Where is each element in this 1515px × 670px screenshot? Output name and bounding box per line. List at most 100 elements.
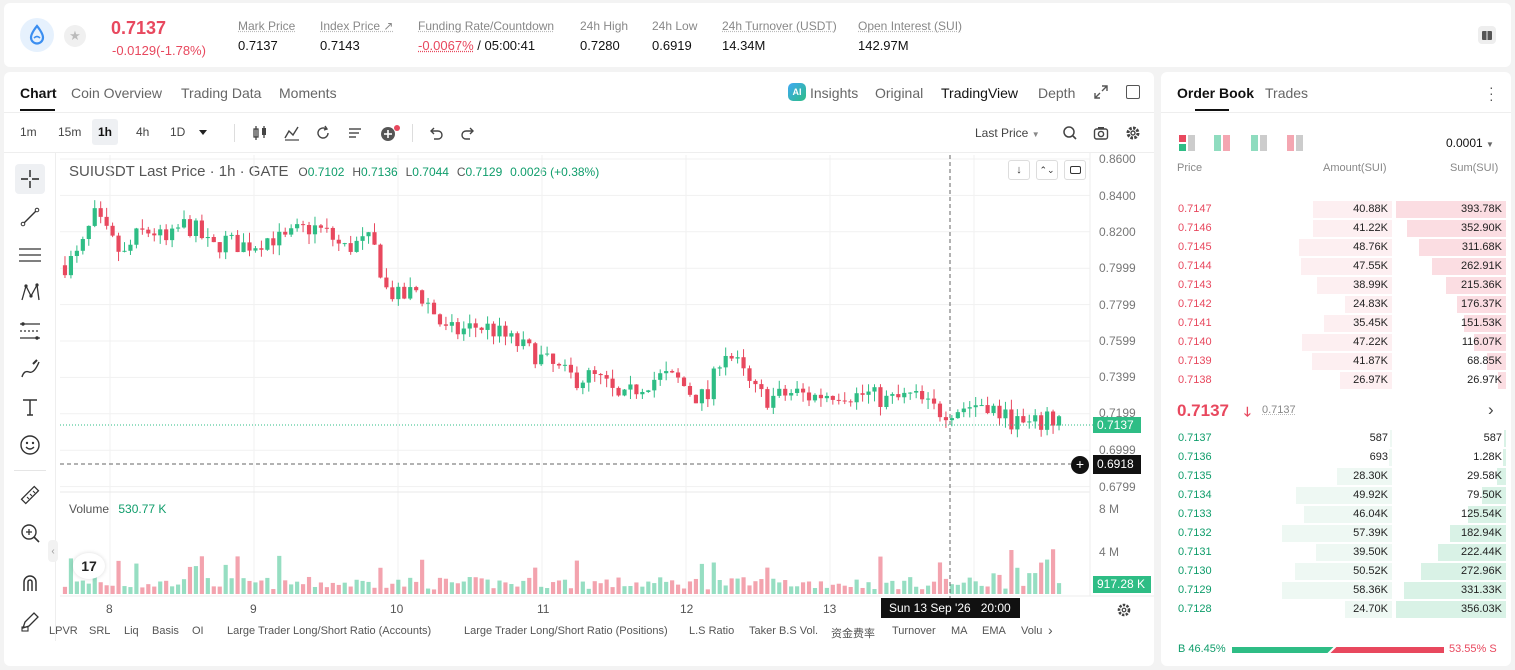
chevron-right-icon[interactable]: › — [1488, 400, 1494, 419]
chart-settings-icon[interactable] — [1116, 602, 1132, 623]
add-alert-icon[interactable] — [379, 124, 401, 147]
ask-row[interactable]: 0.7140 47.22K 116.07K — [1162, 333, 1510, 352]
tab-moments[interactable]: Moments — [279, 85, 337, 101]
pencil-lock-icon[interactable] — [15, 606, 45, 636]
indicators-next-icon[interactable]: › — [1048, 622, 1053, 638]
volume-bar — [289, 584, 294, 594]
scroll-down-icon[interactable]: ↓ — [1008, 160, 1030, 180]
crosshair-icon[interactable] — [15, 164, 45, 194]
layout-bids-icon[interactable] — [1251, 135, 1267, 151]
gear-icon[interactable] — [1125, 125, 1141, 146]
stat-funding-rate[interactable]: Funding Rate/Countdown -0.0067% / 05:00:… — [418, 19, 554, 53]
timeframe-4h[interactable]: 4h — [136, 125, 150, 139]
indicator-turnover[interactable]: Turnover — [892, 625, 936, 637]
precision-select[interactable]: 0.0001 ▼ — [1446, 136, 1494, 150]
layout-split-icon[interactable] — [1214, 135, 1230, 151]
view-depth[interactable]: Depth — [1038, 85, 1076, 101]
ask-row[interactable]: 0.7138 26.97K 26.97K — [1162, 371, 1510, 390]
tab-trading-data[interactable]: Trading Data — [181, 85, 262, 101]
fullscreen-icon[interactable] — [1064, 160, 1086, 180]
indicator-oi[interactable]: OI — [192, 625, 204, 637]
stat-index-price[interactable]: Index Price ↗ 0.7143 — [320, 19, 393, 53]
brush-icon[interactable] — [15, 354, 45, 384]
layout-both-icon[interactable] — [1179, 135, 1195, 151]
horizontal-lines-icon[interactable] — [15, 240, 45, 270]
indicator-volume[interactable]: Volu — [1021, 625, 1043, 637]
indicator-srl[interactable]: SRL — [89, 625, 111, 637]
stat-24h-turnover[interactable]: 24h Turnover (USDT) 14.34M — [722, 19, 837, 53]
layout-asks-icon[interactable] — [1287, 135, 1303, 151]
timeframe-1d[interactable]: 1D — [170, 125, 186, 139]
camera-icon[interactable] — [1093, 125, 1109, 146]
price-type-select[interactable]: Last Price ▼ — [975, 126, 1040, 140]
text-tool-icon[interactable] — [15, 392, 45, 422]
indicator-funding-rate[interactable]: 资金费率 — [831, 628, 875, 640]
tab-trades[interactable]: Trades — [1265, 85, 1309, 101]
indicators-icon[interactable] — [283, 124, 301, 147]
indicator-large-trader-accounts[interactable]: Large Trader Long/Short Ratio (Accounts) — [227, 625, 432, 637]
view-tradingview[interactable]: TradingView — [941, 85, 1019, 101]
magnet-icon[interactable] — [15, 568, 45, 598]
trend-line-icon[interactable] — [15, 202, 45, 232]
ask-row[interactable]: 0.7139 41.87K 68.85K — [1162, 352, 1510, 371]
indicator-large-trader-positions[interactable]: Large Trader Long/Short Ratio (Positions… — [464, 625, 668, 637]
favorite-star-icon[interactable]: ★ — [64, 25, 86, 47]
zoom-in-icon[interactable] — [15, 518, 45, 548]
view-original[interactable]: Original — [875, 85, 924, 101]
tab-chart[interactable]: Chart — [20, 85, 57, 101]
indicator-basis[interactable]: Basis — [152, 625, 179, 637]
replay-icon[interactable] — [314, 124, 332, 147]
ruler-icon[interactable] — [15, 480, 45, 510]
bid-row[interactable]: 0.7132 57.39K 182.94K — [1162, 524, 1510, 543]
view-insights[interactable]: Insights — [810, 85, 859, 101]
window-icon[interactable] — [1126, 85, 1140, 99]
bid-row[interactable]: 0.7136 693 1.28K — [1162, 448, 1510, 467]
search-icon[interactable] — [1062, 125, 1078, 146]
crosshair-plus-icon[interactable]: + — [1071, 456, 1089, 474]
bid-row[interactable]: 0.7135 28.30K 29.58K — [1162, 467, 1510, 486]
bid-row[interactable]: 0.7131 39.50K 222.44K — [1162, 543, 1510, 562]
ask-row[interactable]: 0.7141 35.45K 151.53K — [1162, 314, 1510, 333]
stat-mark-price[interactable]: Mark Price 0.7137 — [238, 19, 295, 53]
indicator-liq[interactable]: Liq — [124, 625, 139, 637]
timeframe-1h[interactable]: 1h — [92, 119, 119, 145]
collapse-icon[interactable]: ⌃⌄ — [1036, 160, 1058, 180]
ask-row[interactable]: 0.7145 48.76K 311.68K — [1162, 238, 1510, 257]
drawing-toolbar — [4, 153, 56, 641]
timeframe-15m[interactable]: 15m — [58, 125, 82, 139]
indicator-ls-ratio[interactable]: L.S Ratio — [689, 625, 735, 637]
ask-row[interactable]: 0.7144 47.55K 262.91K — [1162, 257, 1510, 276]
indicator-ma[interactable]: MA — [951, 625, 968, 637]
ask-row[interactable]: 0.7142 24.83K 176.37K — [1162, 295, 1510, 314]
book-icon[interactable] — [1478, 26, 1496, 44]
bid-row[interactable]: 0.7134 49.92K 79.50K — [1162, 486, 1510, 505]
undo-icon[interactable] — [427, 124, 445, 147]
ai-insights-icon[interactable]: AI — [788, 83, 806, 101]
bid-row[interactable]: 0.7129 58.36K 331.33K — [1162, 581, 1510, 600]
bid-row[interactable]: 0.7133 46.04K 125.54K — [1162, 505, 1510, 524]
tab-order-book[interactable]: Order Book — [1177, 85, 1255, 101]
bid-row[interactable]: 0.7128 24.70K 356.03K — [1162, 600, 1510, 619]
ask-row[interactable]: 0.7147 40.88K 393.78K — [1162, 200, 1510, 219]
bid-row[interactable]: 0.7137 587 587 — [1162, 429, 1510, 448]
tab-coin-overview[interactable]: Coin Overview — [71, 85, 163, 101]
indicator-lpvr[interactable]: LPVR — [49, 625, 78, 637]
bid-row[interactable]: 0.7130 50.52K 272.96K — [1162, 562, 1510, 581]
stat-open-interest[interactable]: Open Interest (SUI) 142.97M — [858, 19, 962, 53]
ask-row[interactable]: 0.7146 41.22K 352.90K — [1162, 219, 1510, 238]
indicator-taker-bs-vol[interactable]: Taker B.S Vol. — [749, 625, 819, 637]
candle-type-icon[interactable] — [251, 124, 269, 147]
timeframe-dropdown-icon[interactable] — [199, 130, 207, 135]
expand-icon[interactable] — [1093, 84, 1109, 100]
pattern-icon[interactable] — [15, 278, 45, 308]
templates-icon[interactable] — [346, 124, 364, 147]
more-icon[interactable]: · · · — [1489, 79, 1494, 107]
timeframe-1m[interactable]: 1m — [20, 125, 37, 139]
fib-retracement-icon[interactable] — [15, 316, 45, 346]
ask-row[interactable]: 0.7143 38.99K 215.36K — [1162, 276, 1510, 295]
indicator-ema[interactable]: EMA — [982, 625, 1006, 637]
collapse-toolbar-icon[interactable]: ‹ — [48, 540, 58, 562]
redo-icon[interactable] — [459, 124, 477, 147]
emoji-icon[interactable] — [15, 430, 45, 460]
